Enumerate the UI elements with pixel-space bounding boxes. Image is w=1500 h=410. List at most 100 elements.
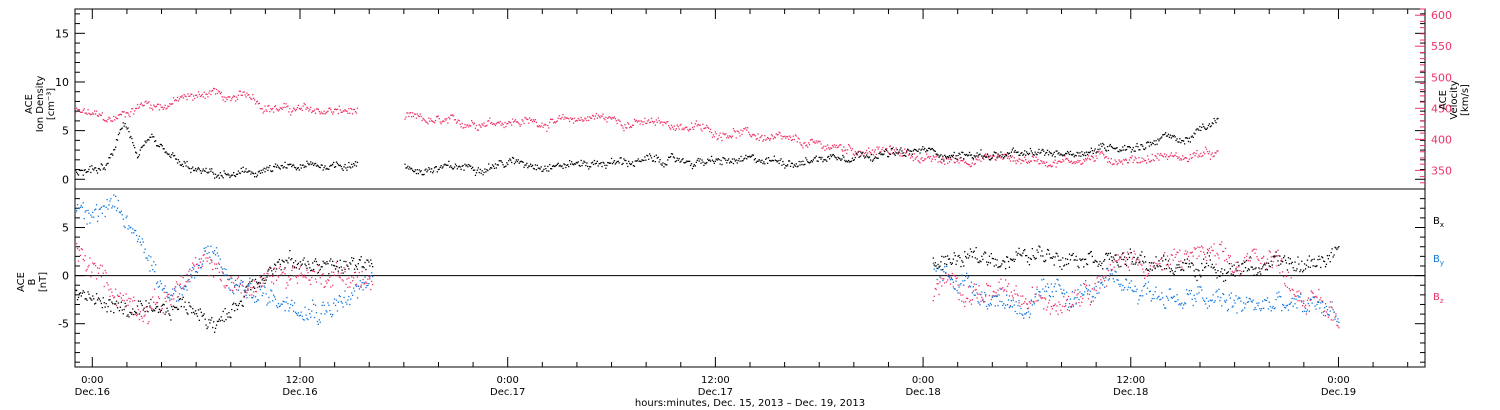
by-point bbox=[952, 281, 954, 283]
by-point bbox=[152, 269, 154, 271]
velocity-point bbox=[958, 162, 960, 164]
bx-point bbox=[1058, 259, 1060, 261]
bz-point bbox=[328, 279, 330, 282]
velocity-point bbox=[207, 96, 209, 98]
bz-point bbox=[121, 299, 123, 301]
density-point bbox=[432, 170, 435, 172]
bx-point bbox=[1226, 272, 1229, 274]
velocity-point bbox=[487, 120, 489, 122]
bz-point bbox=[1221, 241, 1223, 243]
velocity-point bbox=[190, 93, 192, 95]
velocity-point bbox=[600, 115, 602, 117]
bx-point bbox=[1303, 263, 1306, 265]
bx-point bbox=[126, 315, 128, 317]
density-point bbox=[672, 156, 675, 158]
bz-point bbox=[1185, 253, 1188, 255]
velocity-point bbox=[1161, 154, 1163, 156]
density-point bbox=[190, 171, 192, 174]
density-point bbox=[459, 166, 461, 168]
bx-point bbox=[975, 247, 977, 249]
by-point bbox=[1310, 298, 1312, 301]
by-point bbox=[1231, 306, 1233, 308]
bz-point bbox=[322, 273, 324, 275]
bx-point bbox=[251, 280, 253, 282]
density-point bbox=[673, 157, 676, 159]
bx-point bbox=[353, 268, 356, 270]
bz-point bbox=[122, 294, 124, 296]
velocity-point bbox=[1198, 154, 1200, 156]
by-point bbox=[1277, 296, 1279, 298]
bz-point bbox=[956, 277, 958, 279]
by-point bbox=[969, 286, 972, 288]
velocity-point bbox=[411, 116, 413, 118]
velocity-point bbox=[121, 111, 123, 113]
bx-point bbox=[273, 268, 275, 270]
velocity-point bbox=[293, 107, 295, 109]
by-point bbox=[1024, 313, 1026, 315]
bz-point bbox=[994, 295, 996, 297]
bx-point bbox=[1170, 268, 1172, 270]
velocity-point bbox=[309, 108, 311, 111]
by-point bbox=[1240, 300, 1242, 302]
density-point bbox=[1211, 122, 1213, 124]
bx-point bbox=[1314, 265, 1316, 267]
velocity-axis-label-line2: Velocity bbox=[1449, 80, 1460, 119]
velocity-point bbox=[93, 113, 95, 115]
density-point bbox=[602, 161, 604, 163]
velocity-point bbox=[291, 111, 293, 113]
velocity-point bbox=[113, 115, 115, 118]
density-point bbox=[350, 167, 352, 169]
velocity-point bbox=[1088, 158, 1091, 160]
velocity-point bbox=[927, 155, 930, 158]
density-point bbox=[185, 165, 187, 167]
velocity-point bbox=[1129, 156, 1131, 159]
bz-point bbox=[1090, 300, 1092, 303]
velocity-point bbox=[1078, 161, 1080, 163]
density-point bbox=[987, 155, 990, 157]
velocity-point bbox=[793, 138, 795, 141]
velocity-point bbox=[718, 134, 720, 137]
velocity-point bbox=[956, 160, 958, 163]
bz-point bbox=[1274, 254, 1276, 257]
bx-point bbox=[150, 298, 152, 301]
by-point bbox=[1227, 308, 1230, 311]
density-point bbox=[119, 129, 121, 131]
density-point bbox=[998, 156, 1000, 158]
density-point bbox=[852, 159, 854, 161]
by-point bbox=[1213, 301, 1215, 303]
velocity-point bbox=[707, 126, 709, 128]
density-point bbox=[1007, 153, 1010, 155]
velocity-point bbox=[616, 122, 618, 125]
by-point bbox=[1262, 300, 1264, 302]
bz-point bbox=[1056, 305, 1058, 307]
bx-point bbox=[1316, 265, 1318, 267]
density-point bbox=[575, 161, 577, 164]
bz-point bbox=[271, 281, 273, 283]
by-point bbox=[158, 285, 161, 287]
density-point bbox=[287, 163, 289, 166]
by-point bbox=[1028, 316, 1031, 319]
velocity-point bbox=[480, 126, 482, 128]
velocity-point bbox=[777, 133, 779, 136]
bz-point bbox=[254, 280, 256, 282]
bz-point bbox=[1021, 303, 1023, 305]
bz-point bbox=[148, 321, 150, 323]
by-point bbox=[1184, 302, 1186, 304]
density-point bbox=[1118, 151, 1120, 153]
bx-point bbox=[1121, 258, 1123, 261]
bz-point bbox=[1115, 260, 1117, 262]
by-point bbox=[1233, 299, 1235, 302]
bx-point bbox=[154, 310, 156, 312]
velocity-point bbox=[947, 158, 950, 160]
velocity-point bbox=[272, 107, 274, 110]
density-point bbox=[497, 164, 499, 166]
density-point bbox=[1077, 152, 1079, 154]
by-point bbox=[1249, 298, 1251, 300]
velocity-point bbox=[936, 154, 938, 157]
velocity-point bbox=[1126, 162, 1129, 164]
by-point bbox=[88, 212, 90, 214]
velocity-point bbox=[1140, 161, 1142, 163]
by-point bbox=[249, 277, 251, 279]
velocity-point bbox=[940, 161, 942, 163]
bx-point bbox=[290, 259, 292, 261]
